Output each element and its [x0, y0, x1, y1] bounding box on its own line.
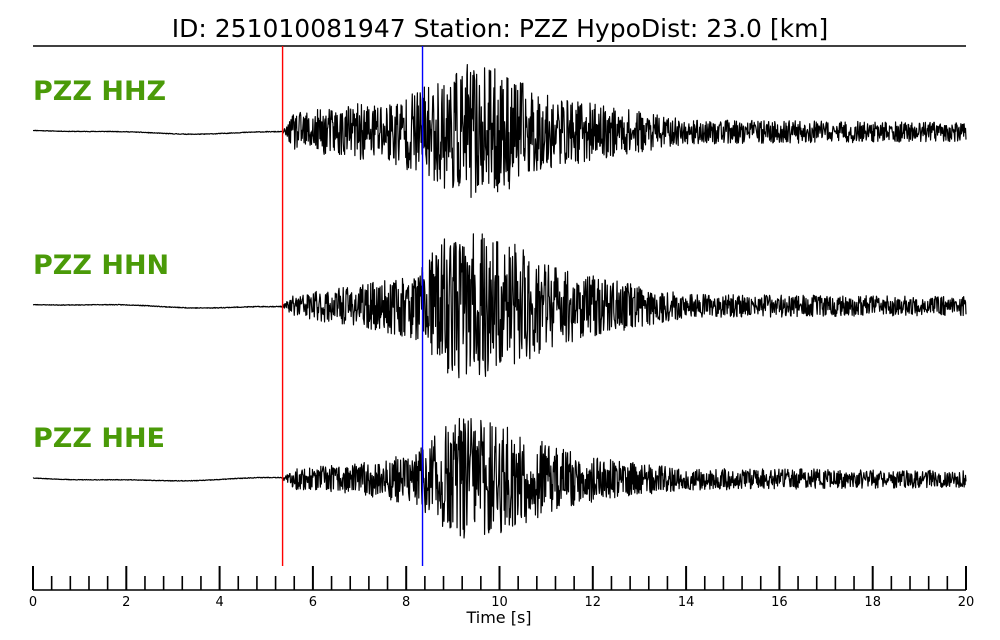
x-tick-label: 12: [585, 595, 602, 610]
channel-label: PZZ HHN: [33, 250, 169, 281]
phase-picks-layer: [281, 46, 424, 566]
x-tick-label: 8: [402, 595, 410, 610]
x-tick-label: 20: [958, 595, 975, 610]
figure-title: ID: 251010081947 Station: PZZ HypoDist: …: [172, 14, 828, 43]
trace-group: PZZ HHN: [32, 233, 967, 379]
waveform-trace: [32, 233, 967, 379]
x-tick-label: 6: [309, 595, 317, 610]
x-axis-label: Time [s]: [465, 608, 531, 627]
waveform-trace: [32, 64, 967, 198]
x-tick-label: 2: [122, 595, 130, 610]
trace-group: PZZ HHE: [32, 417, 967, 539]
trace-group: PZZ HHZ: [32, 64, 967, 198]
x-tick-label: 4: [215, 595, 223, 610]
x-tick-label: 0: [29, 595, 37, 610]
x-tick-label: 18: [864, 595, 881, 610]
channel-label: PZZ HHZ: [33, 76, 166, 107]
traces-layer: PZZ HHZ PZZ HHN PZZ HHE: [32, 64, 967, 539]
x-tick-label: 10: [491, 595, 508, 610]
x-tick-label: 16: [771, 595, 788, 610]
x-tick-label: 14: [678, 595, 695, 610]
channel-label: PZZ HHE: [33, 423, 165, 454]
time-axis: 0 2 4 6 8 10 12 14 16 18 20: [29, 566, 974, 610]
waveform-trace: [32, 417, 967, 539]
